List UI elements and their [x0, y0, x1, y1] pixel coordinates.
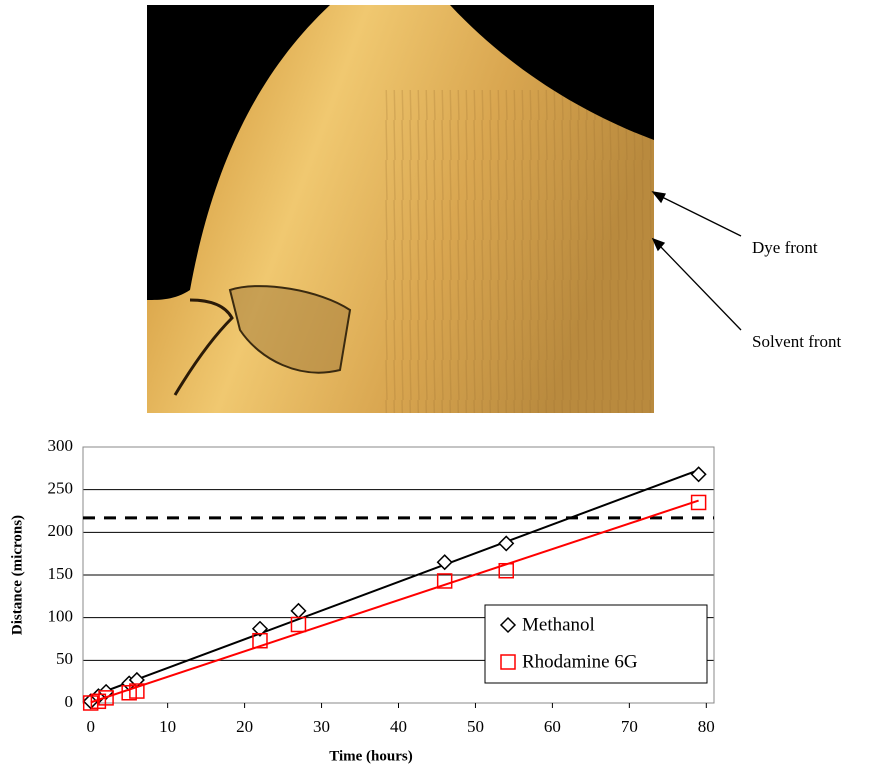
y-axis-title: Distance (microns): [9, 515, 25, 635]
annotation-arrows: [653, 192, 741, 330]
data-point: [499, 536, 513, 550]
x-tick-label: 20: [236, 717, 253, 736]
y-tick-label: 0: [65, 692, 74, 711]
y-tick-label: 300: [48, 436, 74, 455]
x-axis-title: Time (hours): [329, 748, 412, 764]
micrograph: [147, 5, 654, 413]
y-tick-label: 250: [48, 479, 74, 498]
y-tick-label: 50: [56, 649, 73, 668]
x-tick-label: 10: [159, 717, 176, 736]
data-point: [692, 467, 706, 481]
data-point: [291, 604, 305, 618]
x-tick-label: 40: [390, 717, 407, 736]
x-tick-label: 60: [544, 717, 561, 736]
figure: Dye front Solvent front Time (hours) Dis…: [0, 0, 896, 769]
x-tick-label: 0: [86, 717, 95, 736]
x-tick-label: 30: [313, 717, 330, 736]
x-tick-label: 70: [621, 717, 638, 736]
y-tick-label: 100: [48, 607, 74, 626]
x-tick-label: 80: [698, 717, 715, 736]
x-tick-label: 50: [467, 717, 484, 736]
legend-label: Rhodamine 6G: [522, 651, 638, 672]
y-tick-label: 200: [48, 521, 74, 540]
annotation: Dye front: [752, 238, 818, 257]
annotation: Solvent front: [752, 332, 842, 351]
legend-label: Methanol: [522, 614, 595, 635]
y-tick-label: 150: [48, 564, 74, 583]
page: Dye front Solvent front Time (hours) Dis…: [0, 0, 896, 769]
